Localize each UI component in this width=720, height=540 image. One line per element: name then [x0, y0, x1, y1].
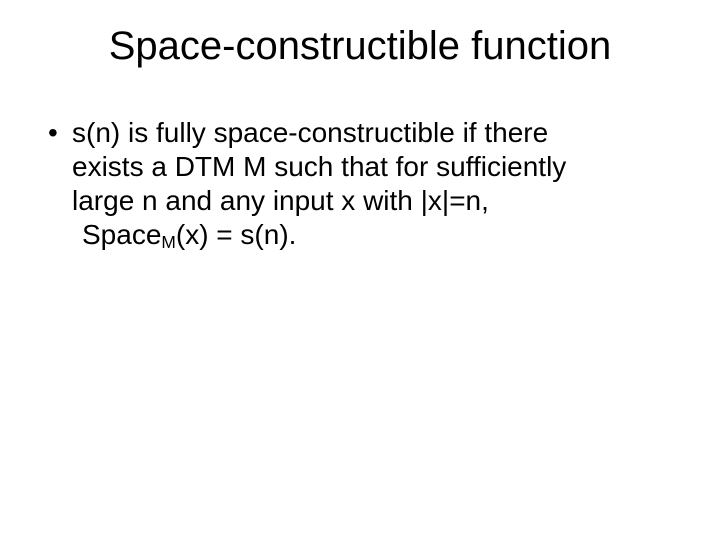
bullet-line-4: SpaceM(x) = s(n).	[72, 218, 676, 252]
bullet-list: s(n) is fully space-constructible if the…	[44, 116, 676, 253]
bullet-line-1: s(n) is fully space-constructible if the…	[72, 117, 548, 148]
bullet-item: s(n) is fully space-constructible if the…	[44, 116, 676, 253]
slide: Space-constructible function s(n) is ful…	[0, 0, 720, 540]
line4-suffix: (x) = s(n).	[176, 219, 297, 250]
bullet-line-2: exists a DTM M such that for sufficientl…	[72, 151, 566, 182]
slide-title: Space-constructible function	[0, 24, 720, 69]
bullet-line-3: large n and any input x with |x|=n,	[72, 185, 489, 216]
slide-body: s(n) is fully space-constructible if the…	[44, 116, 676, 253]
line4-prefix: Space	[82, 219, 161, 250]
line4-subscript: M	[161, 232, 175, 252]
